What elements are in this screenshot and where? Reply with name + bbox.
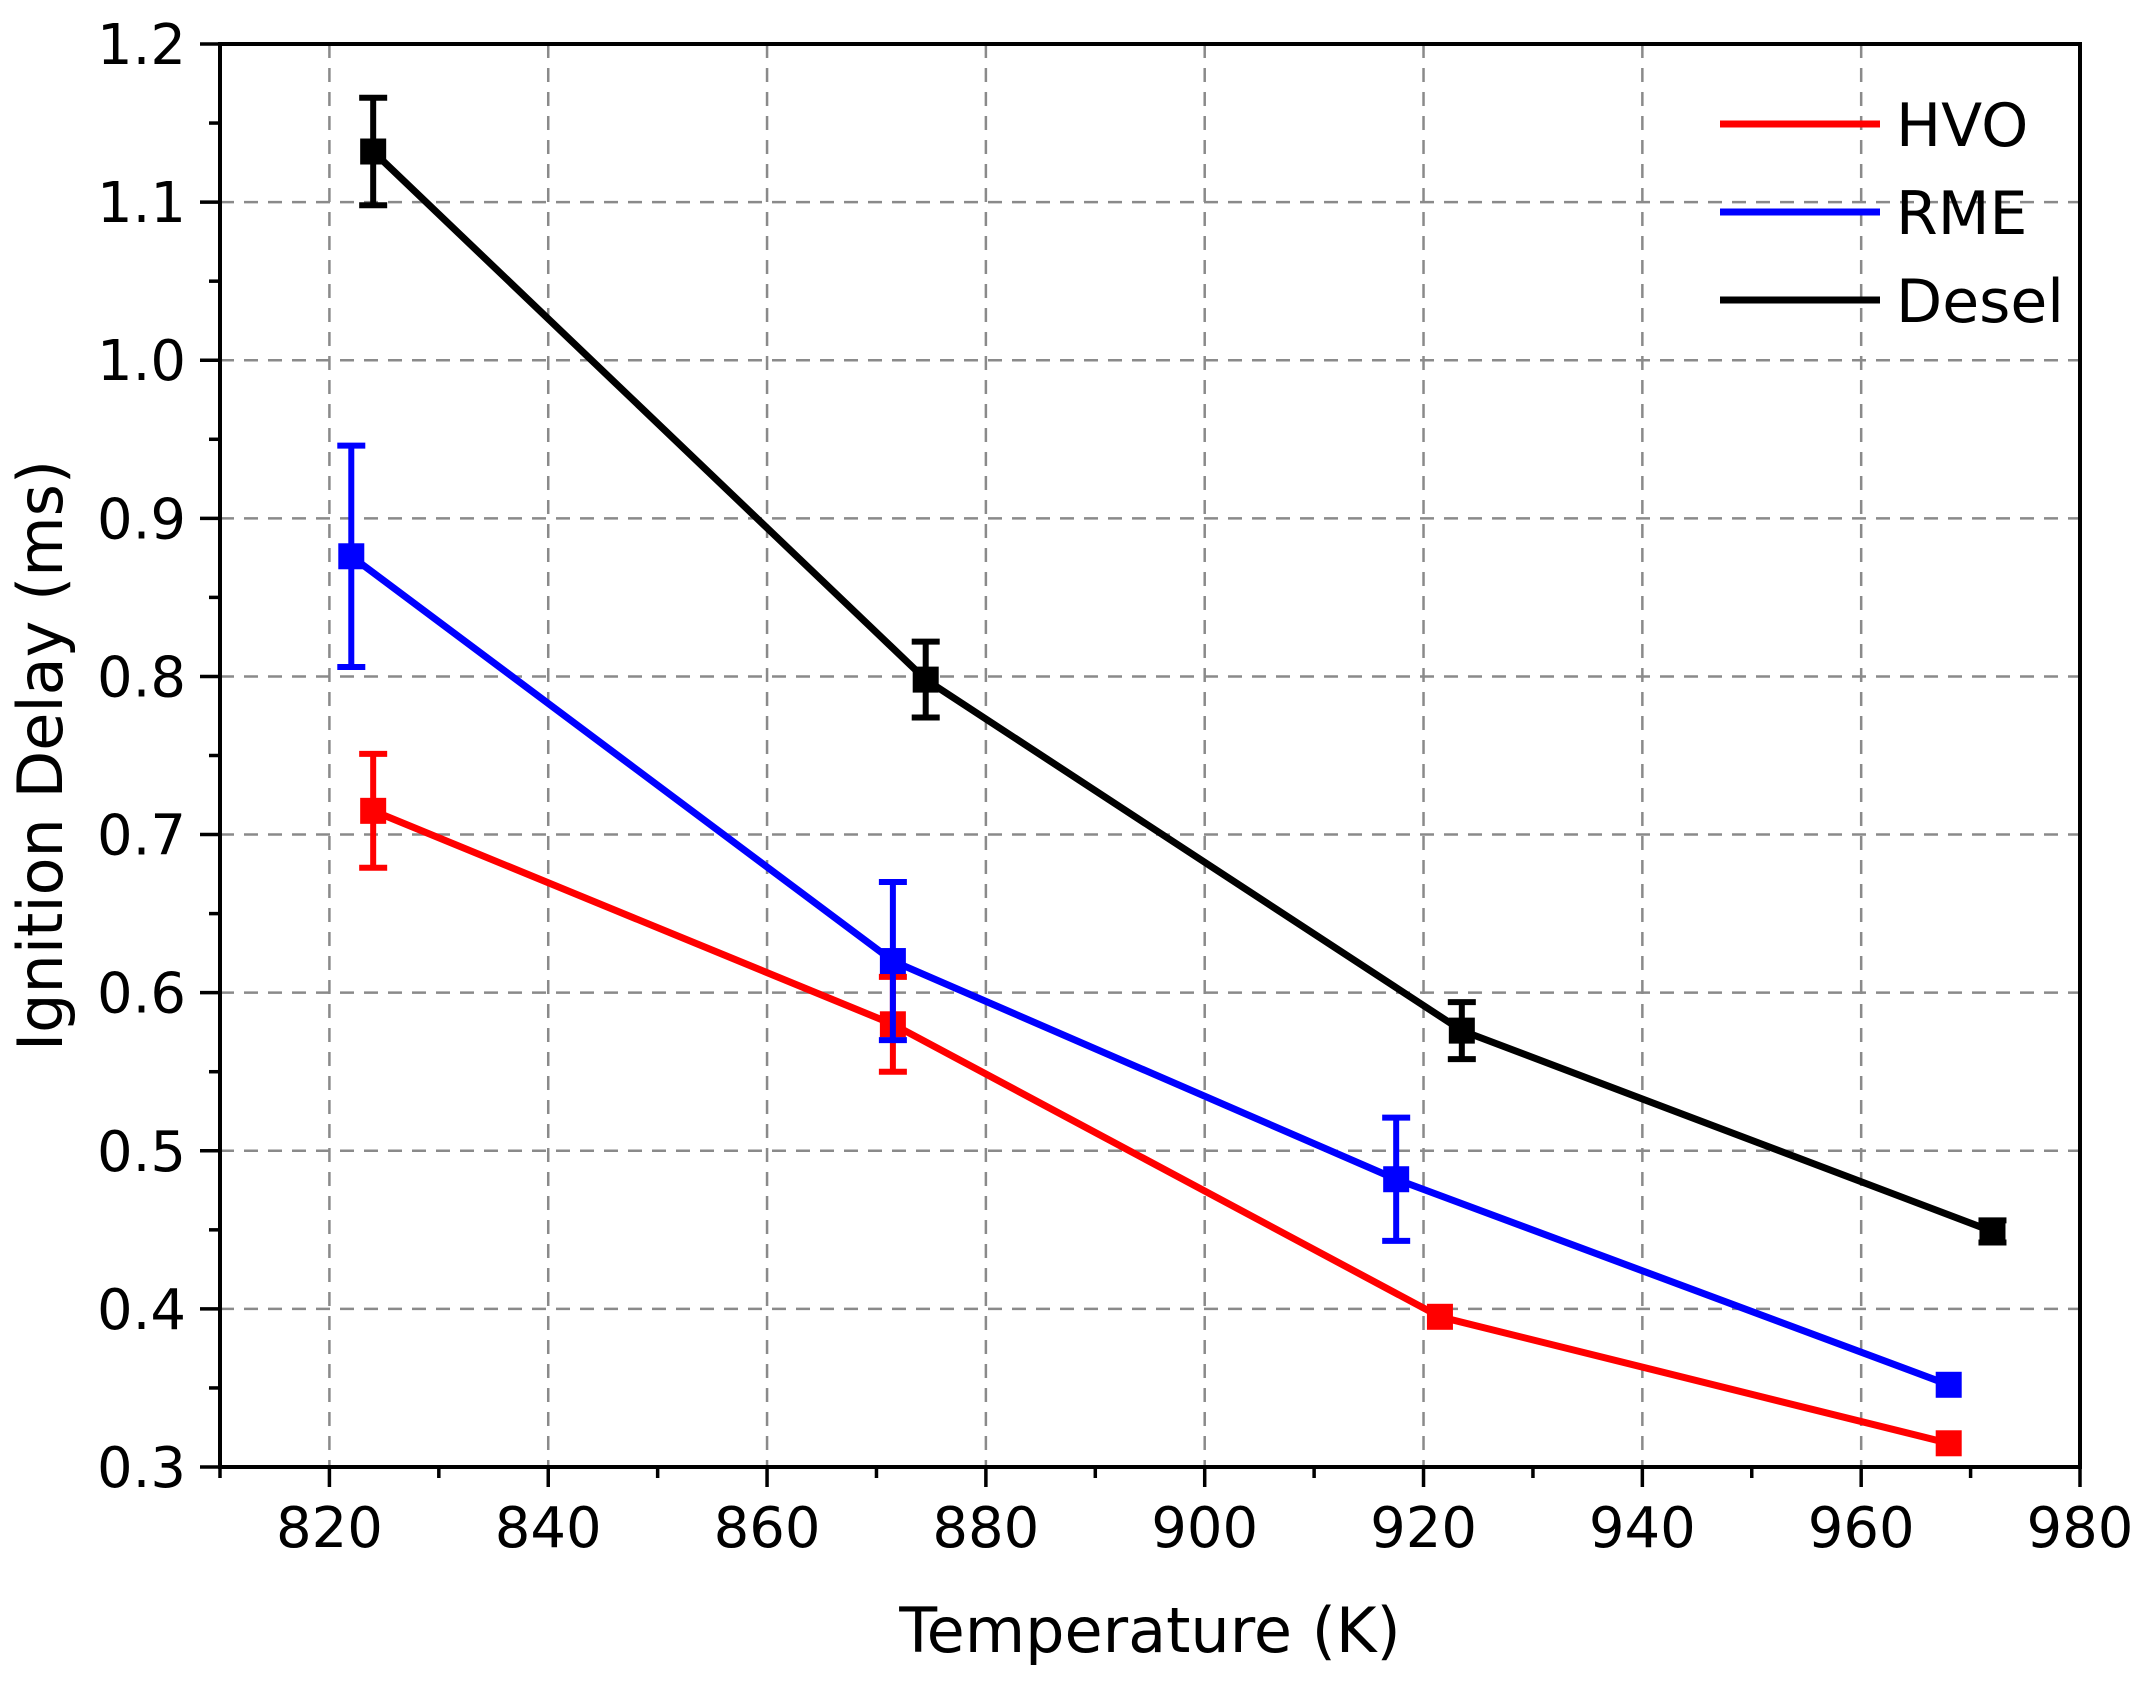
x-tick-label: 920 xyxy=(1370,1496,1477,1561)
legend: HVO RME Desel xyxy=(1720,91,2064,337)
grid xyxy=(220,44,2080,1467)
y-tick-label: 0.4 xyxy=(97,1278,186,1343)
x-tick-label: 960 xyxy=(1808,1496,1915,1561)
rme-marker xyxy=(1383,1166,1410,1193)
y-tick-label: 1.1 xyxy=(97,171,186,236)
y-tick-label: 0.5 xyxy=(97,1120,186,1185)
rme-marker xyxy=(879,948,906,975)
desel-marker xyxy=(912,666,939,693)
x-tick-label: 900 xyxy=(1151,1496,1258,1561)
legend-label-desel: Desel xyxy=(1896,267,2064,337)
legend-label-hvo: HVO xyxy=(1896,91,2028,161)
hvo-marker xyxy=(360,797,387,824)
hvo-marker xyxy=(1935,1430,1962,1457)
hvo-marker xyxy=(1426,1303,1453,1330)
x-tick-label: 940 xyxy=(1589,1496,1696,1561)
series-hvo xyxy=(359,750,1962,1457)
desel-marker xyxy=(1979,1218,2006,1245)
desel-line xyxy=(370,148,1994,1235)
x-tick-label: 860 xyxy=(714,1496,821,1561)
x-tick-label: 980 xyxy=(2027,1496,2131,1561)
series-rme xyxy=(337,442,1962,1398)
y-tick-label: 0.7 xyxy=(97,804,186,869)
axes: 820 840 860 880 900 920 940 960 980 0.3 0.4 0.5 0.6 0… xyxy=(97,13,2131,1561)
hvo-line xyxy=(371,807,1950,1447)
rme-marker xyxy=(1935,1371,1962,1398)
y-tick-label: 1.0 xyxy=(97,329,186,394)
y-tick-label: 0.8 xyxy=(97,645,186,710)
y-tick-label: 1.2 xyxy=(97,13,186,78)
x-tick-label: 840 xyxy=(495,1496,602,1561)
y-tick-label: 0.9 xyxy=(97,487,186,552)
y-tick-label: 0.3 xyxy=(97,1436,186,1501)
plot-frame xyxy=(218,42,2082,1469)
series-lines xyxy=(337,94,2007,1457)
x-tick-label: 880 xyxy=(932,1496,1039,1561)
series-desel xyxy=(359,94,2007,1246)
desel-marker xyxy=(360,138,387,165)
y-axis-title: Ignition Delay (ms) xyxy=(4,460,77,1051)
y-tick-label: 0.6 xyxy=(97,962,186,1027)
rme-line xyxy=(349,553,1950,1389)
desel-marker xyxy=(1448,1017,1475,1044)
x-axis-title: Temperature (K) xyxy=(898,1594,1400,1667)
rme-marker xyxy=(338,543,365,570)
x-tick-label: 820 xyxy=(276,1496,383,1561)
legend-label-rme: RME xyxy=(1896,179,2027,249)
